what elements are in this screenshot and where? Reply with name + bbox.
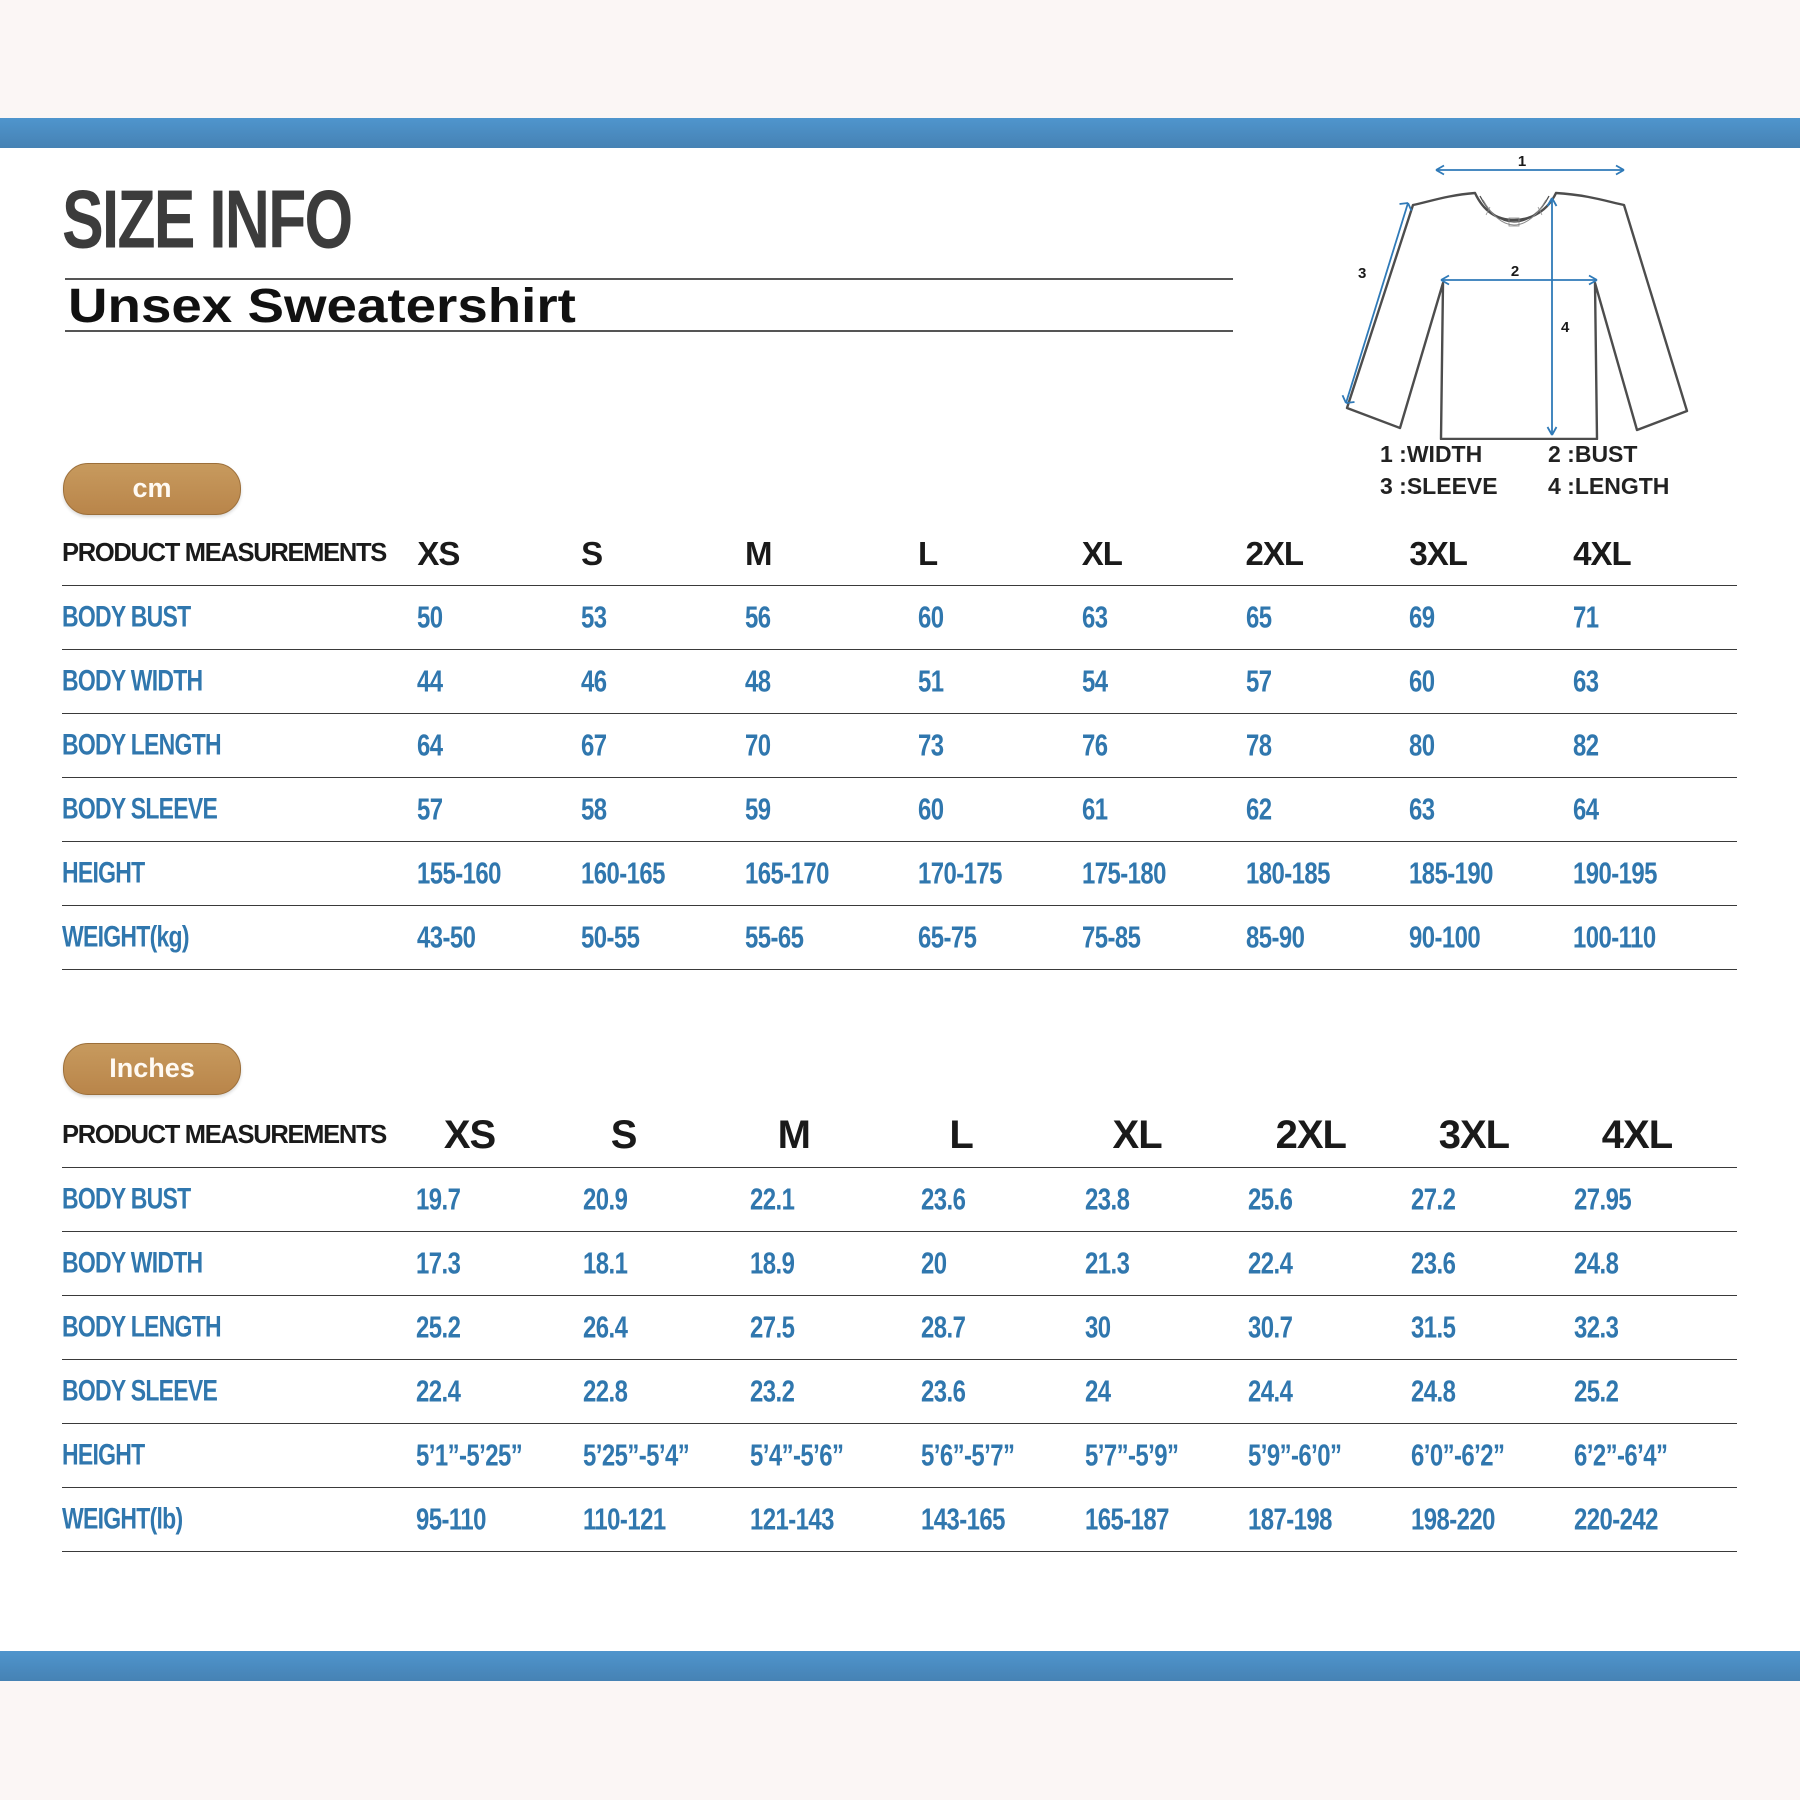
- svg-text:3: 3: [1358, 265, 1366, 282]
- svg-text:2: 2: [1511, 263, 1519, 280]
- svg-text:4: 4: [1561, 319, 1570, 336]
- svg-text:1: 1: [1518, 153, 1526, 170]
